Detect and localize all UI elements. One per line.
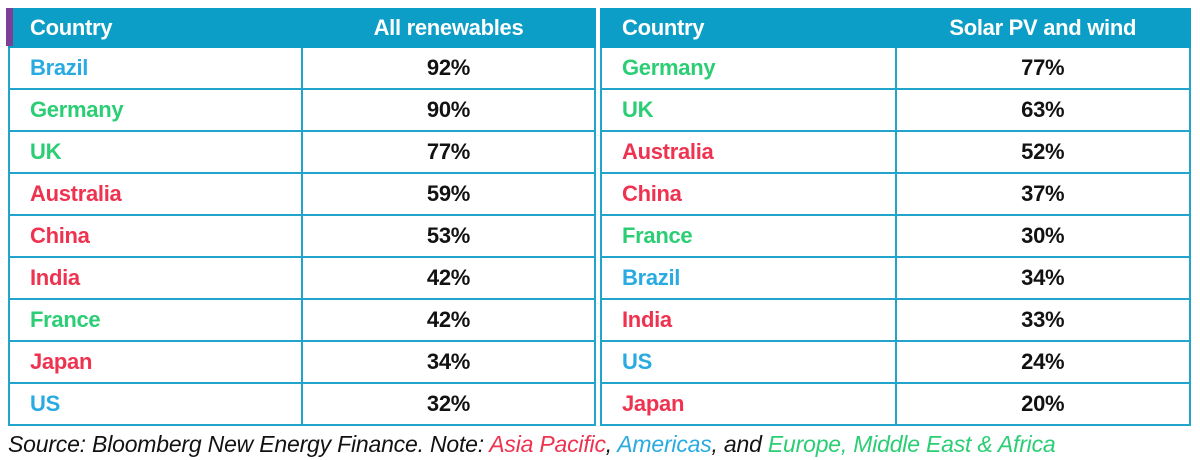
source-note-separator: , and: [711, 431, 768, 457]
country-cell: France: [600, 214, 897, 258]
value-cell: 33%: [894, 298, 1191, 342]
country-cell: China: [8, 214, 303, 258]
column-header-all-renewables: All renewables: [301, 8, 596, 48]
value-cell: 92%: [301, 46, 596, 90]
value-cell: 77%: [894, 46, 1191, 90]
country-cell: Australia: [8, 172, 303, 216]
table-row: China 53%: [8, 214, 596, 258]
table-row: US 32%: [8, 382, 596, 426]
table-row: India 42%: [8, 256, 596, 300]
value-cell: 59%: [301, 172, 596, 216]
country-cell: France: [8, 298, 303, 342]
table-row: Brazil 34%: [600, 256, 1191, 300]
value-cell: 42%: [301, 298, 596, 342]
value-cell: 24%: [894, 340, 1191, 384]
country-cell: India: [8, 256, 303, 300]
country-cell: US: [8, 382, 303, 426]
country-cell: Japan: [8, 340, 303, 384]
value-cell: 63%: [894, 88, 1191, 132]
value-cell: 37%: [894, 172, 1191, 216]
country-cell: Brazil: [600, 256, 897, 300]
value-cell: 53%: [301, 214, 596, 258]
country-cell: UK: [8, 130, 303, 174]
legend-emea: Europe, Middle East & Africa: [767, 431, 1056, 457]
value-cell: 42%: [301, 256, 596, 300]
country-cell: UK: [600, 88, 897, 132]
value-cell: 52%: [894, 130, 1191, 174]
country-cell: Germany: [600, 46, 897, 90]
legend-asia-pacific: Asia Pacific: [489, 431, 606, 457]
table-row: Germany 90%: [8, 88, 596, 132]
country-cell: India: [600, 298, 897, 342]
header-accent-strip: [6, 8, 13, 46]
table-row: US 24%: [600, 340, 1191, 384]
source-note-separator: ,: [605, 431, 618, 457]
source-note: Source: Bloomberg New Energy Finance. No…: [8, 431, 1191, 458]
country-cell: US: [600, 340, 897, 384]
all-renewables-table: Country All renewables Brazil 92% German…: [8, 8, 596, 426]
table-row: Japan 34%: [8, 340, 596, 384]
solar-pv-wind-table: Country Solar PV and wind Germany 77% UK…: [600, 8, 1191, 426]
country-cell: Japan: [600, 382, 897, 426]
table-header-row: Country All renewables: [8, 8, 596, 48]
table-row: Australia 52%: [600, 130, 1191, 174]
value-cell: 90%: [301, 88, 596, 132]
value-cell: 34%: [894, 256, 1191, 300]
country-cell: Australia: [600, 130, 897, 174]
value-cell: 34%: [301, 340, 596, 384]
table-header-row: Country Solar PV and wind: [600, 8, 1191, 48]
table-row: Germany 77%: [600, 46, 1191, 90]
country-cell: Brazil: [8, 46, 303, 90]
country-cell: China: [600, 172, 897, 216]
table-row: UK 63%: [600, 88, 1191, 132]
table-row: UK 77%: [8, 130, 596, 174]
table-row: Japan 20%: [600, 382, 1191, 426]
table-row: Brazil 92%: [8, 46, 596, 90]
column-header-country: Country: [8, 8, 303, 48]
country-cell: Germany: [8, 88, 303, 132]
table-row: China 37%: [600, 172, 1191, 216]
column-header-solar-pv-wind: Solar PV and wind: [894, 8, 1191, 48]
value-cell: 30%: [894, 214, 1191, 258]
source-note-text: Source: Bloomberg New Energy Finance. No…: [8, 431, 490, 457]
value-cell: 32%: [301, 382, 596, 426]
table-row: France 30%: [600, 214, 1191, 258]
table-row: India 33%: [600, 298, 1191, 342]
value-cell: 20%: [894, 382, 1191, 426]
value-cell: 77%: [301, 130, 596, 174]
table-row: Australia 59%: [8, 172, 596, 216]
column-header-country: Country: [600, 8, 897, 48]
legend-americas: Americas: [617, 431, 712, 457]
tables-container: Country All renewables Brazil 92% German…: [8, 8, 1191, 426]
table-row: France 42%: [8, 298, 596, 342]
